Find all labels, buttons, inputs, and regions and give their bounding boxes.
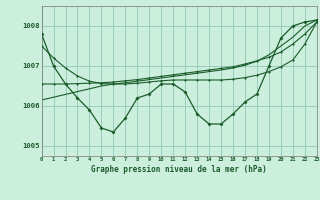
X-axis label: Graphe pression niveau de la mer (hPa): Graphe pression niveau de la mer (hPa) — [91, 165, 267, 174]
